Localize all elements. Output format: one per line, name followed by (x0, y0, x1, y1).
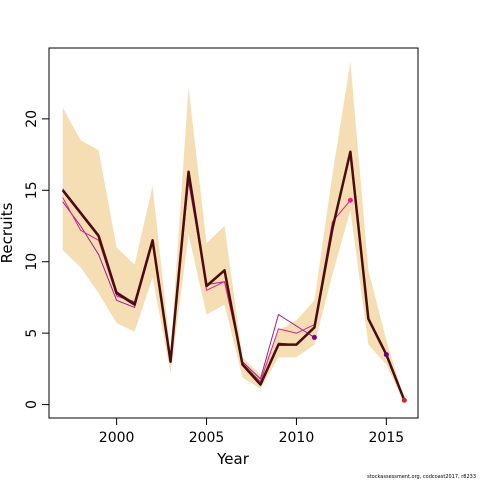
end-point (311, 334, 317, 340)
x-tick-label: 2005 (189, 430, 225, 446)
x-tick-label: 2000 (99, 430, 135, 446)
series-line (61, 150, 406, 401)
y-tick-label: 20 (24, 110, 40, 128)
x-axis-label: Year (216, 450, 250, 468)
plot-frame (48, 47, 419, 419)
y-tick-label: 10 (24, 253, 40, 271)
y-tick-label: 5 (24, 329, 40, 338)
y-axis-label: Recruits (0, 202, 16, 263)
end-point (347, 197, 353, 203)
x-tick-label: 2010 (279, 430, 315, 446)
x-tick-label: 2015 (369, 430, 405, 446)
footnote: stockassessment.org, codcoast2017, r8233 (367, 474, 476, 480)
confidence-band (62, 61, 405, 404)
y-tick-label: 0 (24, 400, 40, 409)
y-tick-label: 15 (24, 181, 40, 199)
end-point (401, 397, 407, 403)
end-point (383, 352, 389, 358)
